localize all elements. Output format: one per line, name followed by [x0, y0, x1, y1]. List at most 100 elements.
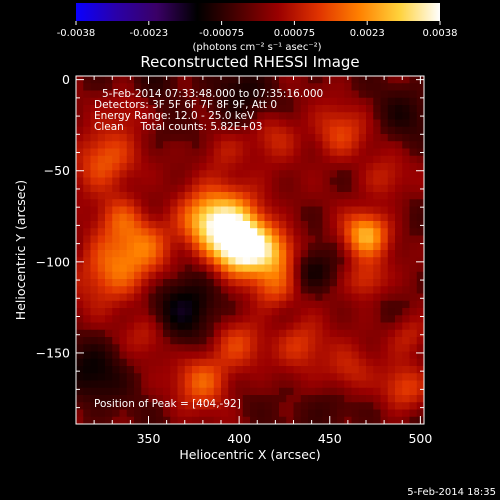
heatmap-cell [184, 148, 193, 157]
heatmap-cell [228, 148, 237, 157]
heatmap-cell [221, 286, 229, 295]
heatmap-cell [300, 293, 309, 302]
heatmap-cell [351, 112, 360, 121]
heatmap-cell [242, 358, 251, 367]
heatmap-cell [177, 373, 186, 382]
heatmap-cell [184, 155, 193, 164]
heatmap-cell [83, 155, 92, 164]
heatmap-cell [344, 126, 353, 135]
heatmap-cell [286, 257, 295, 266]
heatmap-cell [105, 90, 113, 99]
heatmap-cell [192, 235, 200, 244]
heatmap-cell [373, 228, 382, 237]
heatmap-cell [358, 206, 367, 215]
heatmap-cell [141, 83, 150, 92]
heatmap-cell [192, 308, 200, 316]
heatmap-cell [250, 308, 258, 316]
heatmap-cell [192, 155, 200, 164]
heatmap-cell [300, 366, 309, 374]
heatmap-cell [366, 358, 374, 367]
heatmap-cell [366, 329, 374, 338]
heatmap-cell [409, 235, 418, 244]
heatmap-cell [264, 213, 273, 222]
heatmap-cell [366, 192, 374, 200]
heatmap-cell [409, 279, 418, 287]
heatmap-cell [358, 148, 367, 157]
heatmap-cell [141, 235, 150, 244]
heatmap-cell [409, 344, 418, 353]
heatmap-cell [373, 271, 382, 280]
heatmap-cell [206, 264, 215, 273]
heatmap-cell [337, 380, 345, 389]
heatmap-cell [155, 177, 164, 186]
heatmap-cell [380, 206, 389, 215]
heatmap-cell [402, 177, 411, 186]
heatmap-cell [351, 228, 360, 237]
heatmap-cell [221, 235, 229, 244]
heatmap-cell [148, 112, 157, 121]
x-tick-label: 500 [408, 431, 432, 446]
heatmap-cell [134, 90, 142, 99]
heatmap-cell [242, 83, 251, 92]
heatmap-cell [250, 264, 258, 273]
heatmap-cell [105, 322, 113, 331]
heatmap-cell [228, 293, 237, 302]
heatmap-cell [293, 192, 302, 200]
heatmap-cell [358, 387, 367, 396]
heatmap-cell [83, 97, 92, 106]
heatmap-cell [409, 170, 418, 179]
heatmap-cell [380, 141, 389, 150]
heatmap-cell [192, 409, 200, 418]
heatmap-cell [387, 199, 396, 208]
heatmap-cell [228, 315, 237, 324]
heatmap-cell [402, 322, 411, 331]
heatmap-cell [416, 126, 424, 135]
heatmap-cell [329, 344, 338, 353]
heatmap-cell [366, 344, 374, 353]
heatmap-cell [112, 134, 121, 142]
heatmap-cell [235, 300, 244, 309]
heatmap-cell [134, 155, 142, 164]
heatmap-cell [184, 134, 193, 142]
heatmap-cell [119, 358, 128, 367]
heatmap-cell [315, 279, 324, 287]
heatmap-cell [395, 416, 403, 424]
heatmap-cell [83, 308, 92, 316]
heatmap-cell [112, 97, 121, 106]
heatmap-cell [322, 199, 331, 208]
heatmap-cell [315, 322, 324, 331]
heatmap-cell [409, 250, 418, 258]
heatmap-cell [351, 293, 360, 302]
heatmap-cell [308, 112, 316, 121]
heatmap-cell [337, 409, 345, 418]
heatmap-cell [344, 271, 353, 280]
heatmap-cell [192, 213, 200, 222]
heatmap-cell [395, 271, 403, 280]
heatmap-cell [322, 308, 331, 316]
heatmap-cell [293, 344, 302, 353]
heatmap-cell [293, 315, 302, 324]
colorbar-tick-label: -0.0038 [57, 28, 96, 39]
heatmap-cell [184, 322, 193, 331]
heatmap-cell [315, 134, 324, 142]
heatmap-cell [199, 119, 208, 128]
heatmap-cell [112, 344, 121, 353]
heatmap-cell [170, 387, 179, 396]
heatmap-cell [184, 300, 193, 309]
heatmap-cell [337, 300, 345, 309]
heatmap-cell [134, 344, 142, 353]
heatmap-cell [416, 105, 424, 113]
heatmap-cell [155, 322, 164, 331]
heatmap-cell [141, 228, 150, 237]
heatmap-cell [221, 308, 229, 316]
heatmap-cell [395, 221, 403, 229]
heatmap-cell [286, 351, 295, 360]
heatmap-cell [235, 126, 244, 135]
heatmap-cell [184, 119, 193, 128]
heatmap-cell [199, 184, 208, 193]
heatmap-cell [221, 192, 229, 200]
heatmap-cell [409, 184, 418, 193]
heatmap-cell [380, 112, 389, 121]
heatmap-cell [293, 380, 302, 389]
heatmap-cell [315, 155, 324, 164]
